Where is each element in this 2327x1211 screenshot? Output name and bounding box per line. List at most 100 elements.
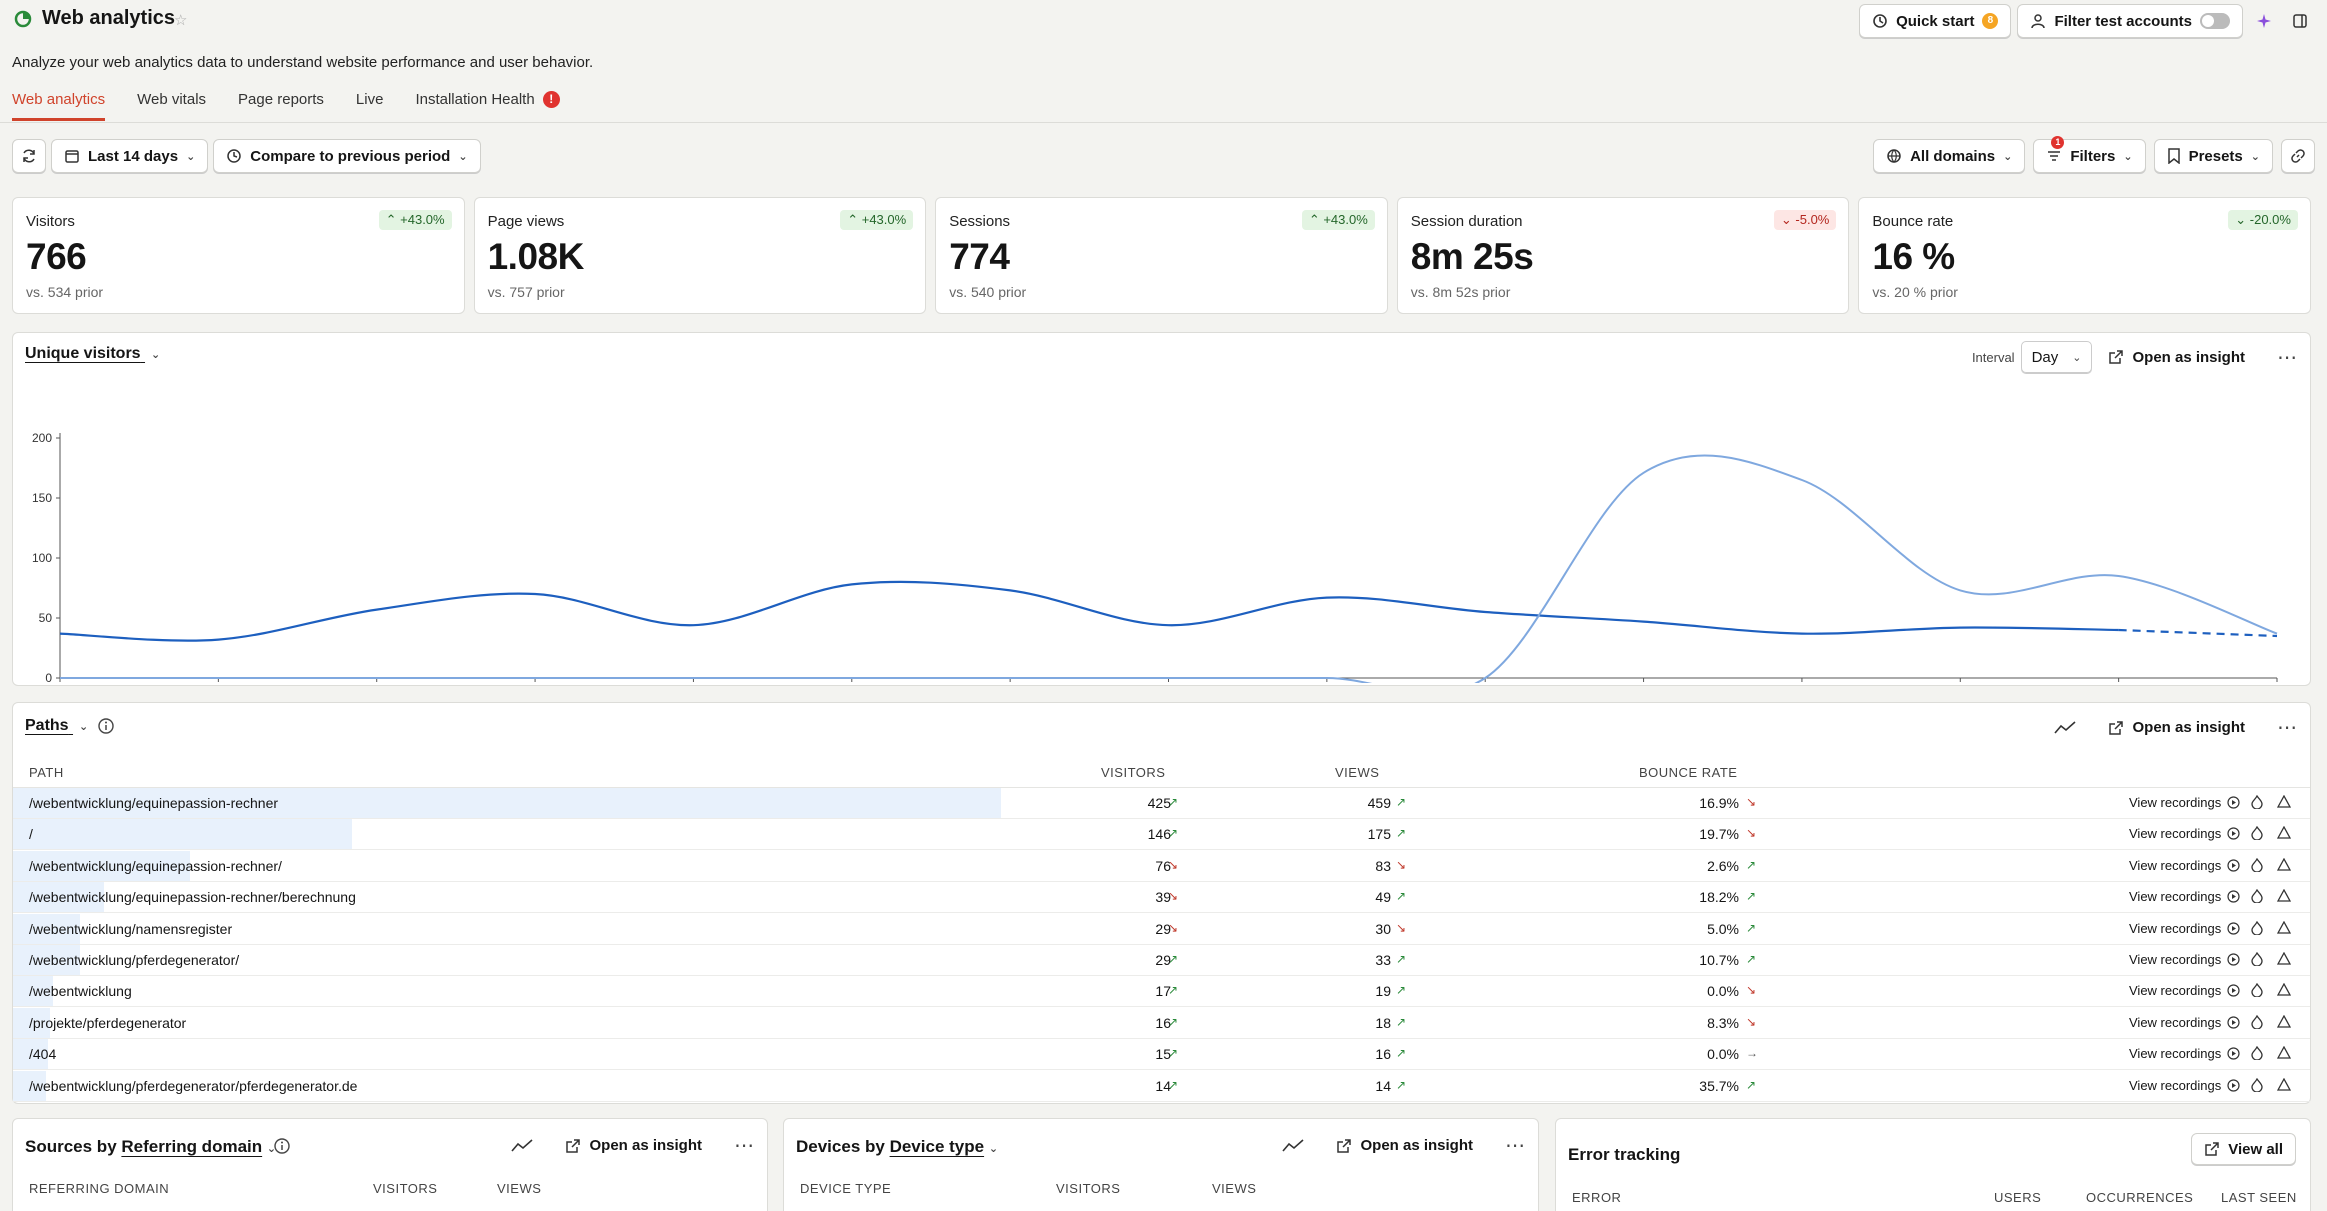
- tab-web-vitals[interactable]: Web vitals: [137, 88, 206, 124]
- chevron-down-icon[interactable]: ⌄: [266, 1143, 277, 1155]
- column-header-views[interactable]: VIEWS: [1212, 1181, 1257, 1196]
- heatmap-flame-icon[interactable]: [2251, 952, 2263, 966]
- warning-triangle-icon[interactable]: [2277, 1014, 2291, 1028]
- column-header-path[interactable]: PATH: [29, 765, 64, 780]
- view-recordings-button[interactable]: View recordings: [2129, 1046, 2240, 1061]
- column-header-error[interactable]: ERROR: [1572, 1190, 1622, 1205]
- compare-select[interactable]: Compare to previous period ⌄: [213, 139, 481, 173]
- warning-triangle-icon[interactable]: [2277, 857, 2291, 871]
- column-header-views[interactable]: VIEWS: [497, 1181, 542, 1196]
- heatmap-flame-icon[interactable]: [2251, 795, 2263, 809]
- table-row[interactable]: /projekte/pferdegenerator 16 ↗ 18 ↗ 8.3% ↘ View…: [13, 1007, 2310, 1039]
- table-row[interactable]: /146 ↗ 175 ↗ 19.7% ↘ View recordings: [13, 819, 2310, 851]
- view-recordings-button[interactable]: View recordings: [2129, 921, 2240, 936]
- open-as-insight-button[interactable]: Open as insight: [1336, 1137, 1473, 1154]
- table-row[interactable]: /404 15 ↗ 16 ↗ 0.0% → View recordings: [13, 1039, 2310, 1071]
- table-row[interactable]: /webentwicklung/pferdegenerator/pferdege…: [13, 1070, 2310, 1102]
- kpi-card-bounce-rate[interactable]: Bounce rate ⌄ -20.0% 16 % vs. 20 % prior: [1858, 197, 2311, 314]
- trend-line-icon[interactable]: [1282, 1138, 1305, 1154]
- path-cell[interactable]: /webentwicklung: [29, 983, 132, 1000]
- column-header-last-seen[interactable]: LAST SEEN: [2221, 1190, 2297, 1205]
- view-recordings-button[interactable]: View recordings: [2129, 1078, 2240, 1093]
- warning-triangle-icon[interactable]: [2277, 1046, 2291, 1059]
- column-header-visitors[interactable]: VISITORS: [1101, 765, 1166, 780]
- path-cell[interactable]: /projekte/pferdegenerator: [29, 1014, 187, 1031]
- kpi-card-sessions[interactable]: Sessions ⌃ +43.0% 774 vs. 540 prior: [935, 197, 1388, 314]
- path-cell[interactable]: /webentwicklung/pferdegenerator/pferdege…: [29, 1077, 358, 1094]
- presets-button[interactable]: Presets ⌄: [2153, 139, 2273, 173]
- tab-page-reports[interactable]: Page reports: [238, 88, 324, 124]
- tab-live[interactable]: Live: [356, 88, 384, 124]
- copy-link-button[interactable]: [2281, 139, 2315, 173]
- tab-web-analytics[interactable]: Web analytics: [12, 88, 106, 121]
- view-recordings-button[interactable]: View recordings: [2129, 858, 2240, 873]
- view-recordings-button[interactable]: View recordings: [2129, 1015, 2240, 1030]
- table-row[interactable]: /webentwicklung/equinepassion-rechner/be…: [13, 882, 2310, 914]
- column-header-views[interactable]: VIEWS: [1335, 765, 1380, 780]
- heatmap-flame-icon[interactable]: [2251, 983, 2263, 998]
- date-range-select[interactable]: Last 14 days ⌄: [51, 139, 209, 173]
- open-as-insight-button[interactable]: Open as insight: [2108, 349, 2245, 366]
- sources-dimension-select[interactable]: Referring domain: [121, 1137, 263, 1156]
- table-row[interactable]: /webentwicklung/equinepassion-rechner/76…: [13, 850, 2310, 882]
- sparkle-ai-icon[interactable]: [2249, 4, 2279, 38]
- devices-dimension-select[interactable]: Device type: [889, 1137, 985, 1156]
- path-cell[interactable]: /webentwicklung/pferdegenerator/: [29, 952, 240, 968]
- column-header-device-type[interactable]: DEVICE TYPE: [800, 1181, 892, 1196]
- view-recordings-button[interactable]: View recordings: [2129, 983, 2240, 998]
- heatmap-flame-icon[interactable]: [2251, 1046, 2263, 1061]
- more-options-icon[interactable]: ⋯: [2277, 717, 2298, 739]
- path-cell[interactable]: /404: [29, 1046, 57, 1063]
- column-header-occurrences[interactable]: OCCURRENCES: [2086, 1190, 2194, 1205]
- filters-button[interactable]: 1 Filters ⌄: [2033, 136, 2146, 173]
- refresh-button[interactable]: [12, 139, 46, 173]
- heatmap-flame-icon[interactable]: [2251, 1077, 2263, 1092]
- warning-triangle-icon[interactable]: [2277, 1077, 2291, 1091]
- open-as-insight-button[interactable]: Open as insight: [2108, 719, 2245, 736]
- more-options-icon[interactable]: ⋯: [1505, 1135, 1526, 1157]
- warning-triangle-icon[interactable]: [2277, 920, 2291, 934]
- table-row[interactable]: /webentwicklung 17 ↗ 19 ↗ 0.0% ↘ View recording…: [13, 976, 2310, 1008]
- heatmap-flame-icon[interactable]: [2251, 920, 2263, 935]
- heatmap-flame-icon[interactable]: [2251, 889, 2263, 904]
- chevron-down-icon[interactable]: ⌄: [988, 1143, 999, 1155]
- toggle-switch[interactable]: [2200, 13, 2230, 29]
- warning-triangle-icon[interactable]: [2277, 889, 2291, 902]
- side-panel-icon[interactable]: [2285, 4, 2315, 38]
- column-header-referring-domain[interactable]: REFERRING DOMAIN: [29, 1181, 170, 1196]
- info-icon[interactable]: [97, 717, 115, 735]
- domains-select[interactable]: All domains ⌄: [1873, 139, 2026, 173]
- trend-line-icon[interactable]: [2054, 720, 2077, 736]
- view-recordings-button[interactable]: View recordings: [2129, 795, 2240, 810]
- table-row[interactable]: /webentwicklung/pferdegenerator/29 ↗ 33 ↗ 10…: [13, 945, 2310, 976]
- path-cell[interactable]: /webentwicklung/equinepassion-rechner/: [29, 857, 282, 874]
- heatmap-flame-icon[interactable]: [2251, 857, 2263, 872]
- path-cell[interactable]: /webentwicklung/equinepassion-rechner: [29, 795, 279, 811]
- interval-select[interactable]: Day ⌄: [2020, 341, 2093, 373]
- open-as-insight-button[interactable]: Open as insight: [565, 1137, 702, 1154]
- view-recordings-button[interactable]: View recordings: [2129, 826, 2240, 841]
- favorite-star-icon[interactable]: ☆: [174, 12, 188, 29]
- view-recordings-button[interactable]: View recordings: [2129, 889, 2240, 904]
- kpi-card-visitors[interactable]: Visitors ⌃ +43.0% 766 vs. 534 prior: [12, 197, 465, 314]
- kpi-card-session-duration[interactable]: Session duration ⌄ -5.0% 8m 25s vs. 8m 5…: [1396, 197, 1850, 314]
- path-cell[interactable]: /: [29, 826, 33, 843]
- heatmap-flame-icon[interactable]: [2251, 1014, 2263, 1029]
- path-cell[interactable]: /webentwicklung/namensregister: [29, 920, 233, 937]
- column-header-visitors[interactable]: VISITORS: [373, 1181, 438, 1196]
- trend-line-icon[interactable]: [511, 1138, 534, 1154]
- heatmap-flame-icon[interactable]: [2251, 826, 2263, 841]
- column-header-bounce-rate[interactable]: BOUNCE RATE: [1639, 765, 1738, 780]
- more-options-icon[interactable]: ⋯: [734, 1135, 755, 1157]
- chart-title-select[interactable]: Unique visitors ⌄: [25, 345, 160, 363]
- table-row[interactable]: /webentwicklung/equinepassion-rechner 425…: [13, 788, 2310, 819]
- warning-triangle-icon[interactable]: [2277, 983, 2291, 997]
- warning-triangle-icon[interactable]: [2277, 952, 2291, 965]
- column-header-visitors[interactable]: VISITORS: [1056, 1181, 1121, 1196]
- filter-test-accounts-toggle[interactable]: Filter test accounts: [2017, 4, 2243, 38]
- tab-installation-health[interactable]: Installation Health !: [415, 88, 560, 124]
- info-icon[interactable]: [273, 1137, 291, 1155]
- path-cell[interactable]: /webentwicklung/equinepassion-rechner/be…: [29, 889, 356, 906]
- warning-triangle-icon[interactable]: [2277, 795, 2291, 808]
- more-options-icon[interactable]: ⋯: [2277, 346, 2298, 369]
